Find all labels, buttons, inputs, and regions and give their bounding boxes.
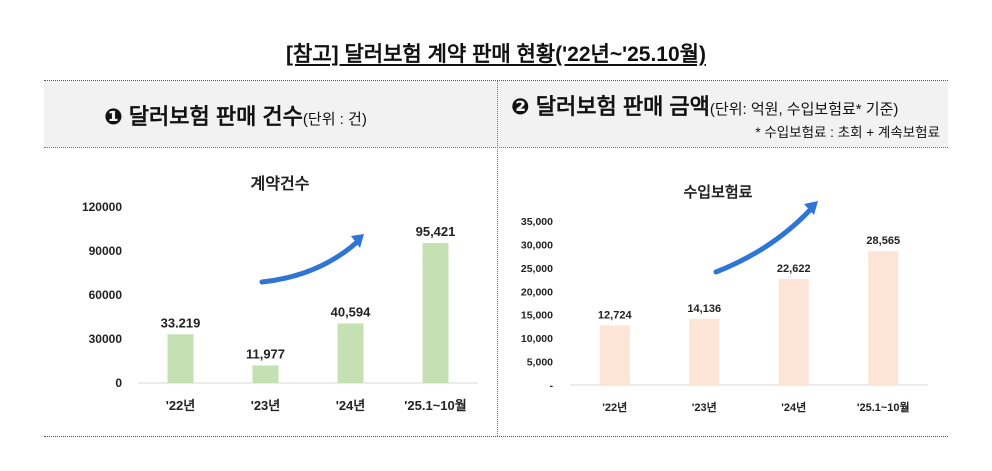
premium-bar [779,279,809,385]
premium-bar [600,325,630,385]
premium-data-label: 22,622 [777,263,811,275]
premium-y-tick-label: - [550,380,554,392]
premium-data-label: 12,724 [598,309,633,321]
premium-category-label: '22년 [602,400,627,414]
premium-y-tick-label: 5,000 [527,357,553,369]
premium-y-tick-label: 20,000 [521,286,553,298]
premium-data-label: 14,136 [687,303,721,315]
premium-category-label: '24년 [781,400,806,414]
premium-y-tick-label: 15,000 [521,310,553,322]
premium-category-label: '25.1~10월 [857,400,910,414]
premium-y-tick-label: 10,000 [521,333,553,345]
premium-bar [689,319,719,385]
premium-y-tick-label: 35,000 [521,216,553,228]
premium-data-label: 28,565 [866,235,900,247]
premium-y-tick-label: 30,000 [521,239,553,251]
premium-chart-title: 수입보험료 [683,184,752,201]
premium-category-label: '23년 [692,400,717,414]
premium-y-tick-label: 25,000 [521,263,553,275]
premium-bar [868,251,898,385]
